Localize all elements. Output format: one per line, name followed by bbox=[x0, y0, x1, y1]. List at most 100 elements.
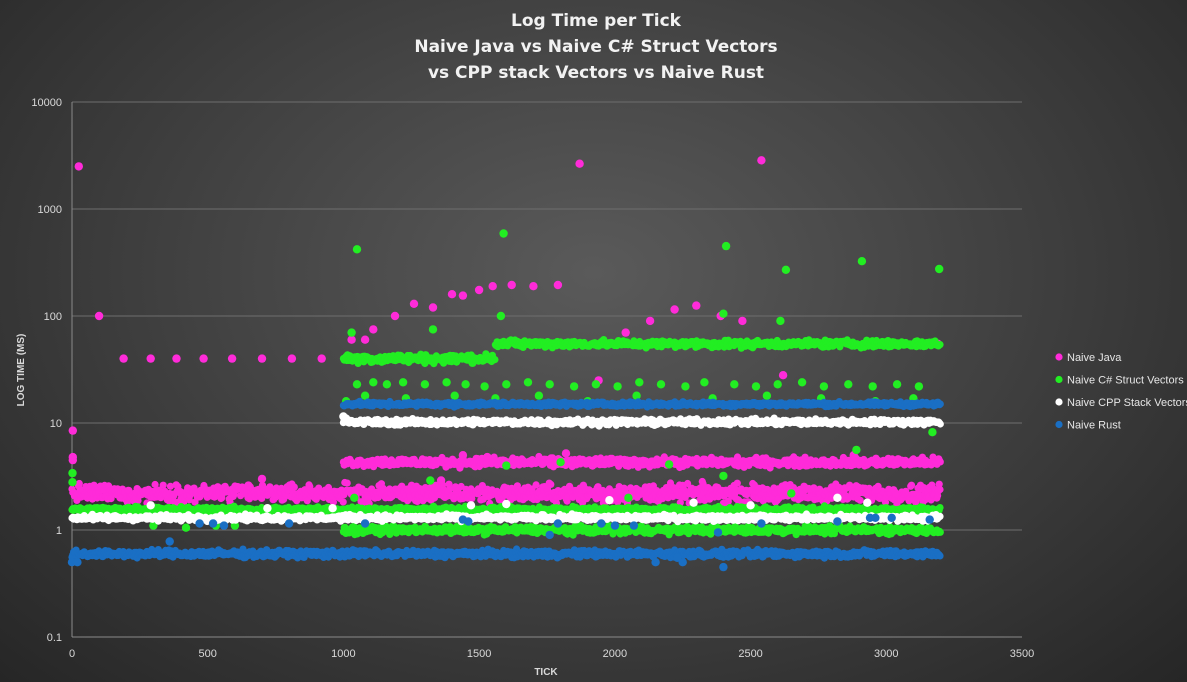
data-point bbox=[461, 380, 470, 389]
data-point bbox=[624, 493, 633, 502]
data-point bbox=[935, 264, 944, 274]
data-point bbox=[446, 485, 454, 493]
data-point bbox=[134, 497, 142, 505]
data-point bbox=[68, 468, 77, 478]
data-point bbox=[290, 483, 298, 491]
data-point bbox=[398, 378, 408, 387]
data-point bbox=[390, 311, 400, 321]
data-point bbox=[360, 335, 370, 344]
data-point bbox=[868, 382, 877, 391]
data-point bbox=[613, 382, 622, 391]
data-point bbox=[176, 487, 184, 496]
data-point bbox=[480, 382, 489, 391]
data-point bbox=[719, 309, 728, 318]
data-point bbox=[287, 354, 297, 363]
data-point bbox=[852, 445, 861, 455]
data-point bbox=[324, 483, 333, 492]
data-point bbox=[502, 380, 511, 389]
data-point bbox=[350, 493, 359, 502]
data-point bbox=[68, 455, 78, 465]
data-point bbox=[458, 451, 468, 460]
data-point bbox=[762, 391, 772, 400]
data-point bbox=[532, 481, 540, 489]
data-point bbox=[776, 316, 785, 326]
x-tick-label: 1000 bbox=[331, 648, 355, 660]
data-point bbox=[534, 391, 544, 400]
data-point bbox=[426, 476, 435, 485]
data-point bbox=[569, 382, 579, 391]
data-point bbox=[277, 484, 285, 492]
data-point bbox=[781, 265, 791, 274]
data-point bbox=[621, 328, 630, 337]
data-point bbox=[474, 285, 484, 295]
data-point bbox=[151, 480, 159, 489]
data-point bbox=[172, 354, 181, 363]
data-point bbox=[936, 528, 944, 536]
data-point bbox=[719, 471, 728, 481]
x-tick-label: 500 bbox=[199, 648, 217, 660]
x-tick-label: 3500 bbox=[1010, 648, 1034, 660]
data-point bbox=[244, 481, 253, 490]
data-point bbox=[664, 460, 674, 469]
data-point bbox=[409, 299, 419, 308]
data-point bbox=[352, 245, 362, 254]
data-point bbox=[359, 498, 368, 507]
data-point bbox=[146, 354, 155, 363]
data-point bbox=[420, 380, 430, 389]
data-point bbox=[645, 316, 655, 326]
data-point bbox=[499, 229, 508, 238]
data-point bbox=[258, 494, 266, 502]
data-point bbox=[936, 485, 944, 494]
x-tick-label: 2500 bbox=[738, 648, 762, 660]
data-point bbox=[635, 378, 644, 387]
data-point bbox=[428, 325, 438, 334]
data-point bbox=[656, 380, 666, 389]
data-point bbox=[935, 480, 943, 488]
x-tick-label: 0 bbox=[69, 648, 75, 660]
data-point bbox=[914, 382, 924, 391]
x-axis-ticks: 0 500 1000 1500 2000 2500 3000 3500 bbox=[69, 648, 1034, 660]
y-tick-label: 1 bbox=[56, 525, 62, 537]
data-point bbox=[68, 426, 78, 435]
chart-title-line-1: Log Time per Tick bbox=[511, 11, 682, 31]
data-point bbox=[553, 280, 563, 290]
data-point bbox=[692, 301, 701, 310]
data-point bbox=[724, 497, 732, 505]
axis-lines bbox=[71, 102, 1022, 638]
y-tick-label: 10000 bbox=[31, 97, 62, 109]
series-1 bbox=[68, 156, 944, 509]
y-tick-label: 1000 bbox=[38, 204, 62, 216]
data-point bbox=[199, 354, 208, 363]
data-point bbox=[844, 380, 853, 389]
data-point bbox=[892, 380, 902, 389]
data-point bbox=[751, 382, 761, 391]
data-point bbox=[436, 476, 446, 485]
data-point bbox=[428, 303, 438, 312]
data-point bbox=[339, 498, 347, 506]
data-point bbox=[773, 380, 782, 389]
data-point bbox=[257, 354, 267, 363]
data-point bbox=[681, 382, 690, 391]
data-point bbox=[556, 458, 565, 467]
data-point bbox=[75, 479, 83, 488]
chart-title-line-3: vs CPP stack Vectors vs Naive Rust bbox=[428, 63, 764, 83]
data-point bbox=[907, 481, 916, 489]
data-point bbox=[721, 241, 731, 251]
data-point bbox=[936, 504, 944, 512]
data-point bbox=[730, 380, 739, 389]
data-point bbox=[819, 382, 829, 391]
data-point bbox=[68, 478, 77, 487]
data-point bbox=[447, 290, 457, 299]
chart-title: Log Time per Tick Naive Java vs Naive C#… bbox=[414, 11, 777, 83]
data-point bbox=[343, 479, 351, 487]
data-point bbox=[575, 159, 584, 168]
data-point bbox=[513, 482, 522, 490]
series-layer bbox=[67, 156, 944, 572]
data-point bbox=[491, 356, 499, 364]
data-point bbox=[591, 380, 601, 389]
data-point bbox=[547, 480, 555, 488]
x-tick-label: 1500 bbox=[467, 648, 491, 660]
data-point bbox=[684, 479, 692, 488]
